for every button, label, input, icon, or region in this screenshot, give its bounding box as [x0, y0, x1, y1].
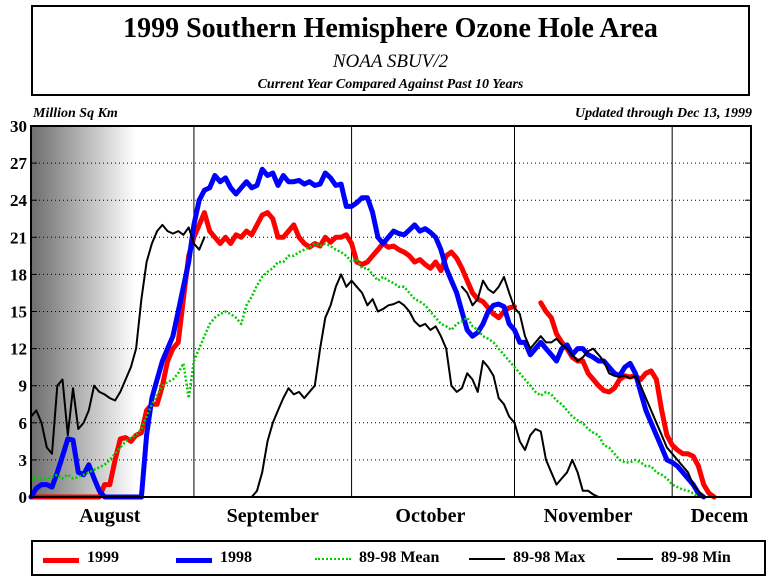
legend-label-1998: 1998: [220, 549, 252, 566]
series-line-max-4: [30, 223, 206, 455]
legend-swatch-mean: [315, 558, 351, 560]
chart-subtitle: NOAA SBUV/2: [332, 51, 449, 72]
ozone-chart: 0 3 6 9 12 15 18 21 24 27 30 August September October…: [10, 117, 752, 527]
legend-label-max: 89-98 Max: [513, 549, 586, 566]
y-tick-label: 27: [10, 154, 28, 173]
y-tick-label: 0: [19, 488, 28, 507]
y-tick-label: 30: [10, 117, 27, 136]
series-line-s1999-1: [538, 300, 717, 500]
series-line-min-6: [250, 273, 600, 498]
legend-swatch-1998: [176, 558, 212, 563]
legend: 1999 1998 89-98 Mean 89-98 Max 89-98 Min: [31, 540, 766, 576]
y-tick-label: 15: [10, 303, 27, 322]
series-line-s1998-2: [28, 166, 707, 500]
legend-label-min: 89-98 Min: [661, 549, 731, 566]
x-month-label: August: [79, 505, 140, 527]
x-month-label: November: [544, 505, 633, 527]
y-tick-label: 21: [10, 228, 27, 247]
series-line-mean-3: [30, 242, 700, 499]
series-line-max-5: [460, 275, 705, 498]
x-month-label: September: [227, 505, 319, 527]
legend-label-1999: 1999: [87, 549, 119, 566]
plot-frame: [30, 125, 752, 498]
updated-label: Updated through Dec 13, 1999: [575, 106, 752, 121]
chart-title: 1999 Southern Hemisphere Ozone Hole Area: [123, 13, 658, 44]
y-axis-units-label: Million Sq Km: [33, 106, 118, 121]
y-tick-label: 18: [10, 265, 27, 284]
title-box: 1999 Southern Hemisphere Ozone Hole Area…: [31, 5, 750, 96]
y-tick-label: 3: [19, 451, 28, 470]
chart-subtitle-2: Current Year Compared Against Past 10 Ye…: [257, 77, 524, 92]
y-tick-label: 12: [10, 340, 27, 359]
y-tick-label: 6: [19, 414, 28, 433]
x-month-label: Decem: [691, 505, 749, 527]
y-tick-label: 24: [10, 191, 28, 210]
legend-swatch-min: [617, 558, 653, 560]
legend-label-mean: 89-98 Mean: [359, 549, 440, 566]
y-tick-label: 9: [19, 377, 28, 396]
legend-swatch-max: [469, 558, 505, 560]
legend-swatch-1999: [43, 558, 79, 563]
x-month-label: October: [395, 505, 465, 527]
